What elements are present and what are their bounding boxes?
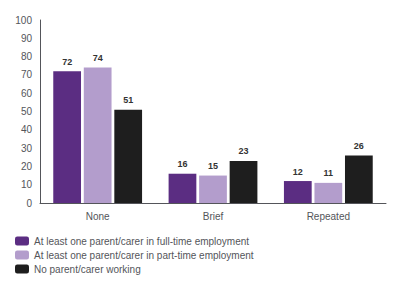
svg-text:0: 0 <box>26 198 32 209</box>
svg-text:23: 23 <box>239 146 249 156</box>
svg-text:Brief: Brief <box>203 211 224 222</box>
svg-text:50: 50 <box>21 106 33 117</box>
svg-text:Repeated: Repeated <box>307 211 350 222</box>
svg-text:None: None <box>86 211 110 222</box>
svg-text:15: 15 <box>208 161 218 171</box>
svg-text:51: 51 <box>123 95 133 105</box>
svg-text:74: 74 <box>93 53 103 63</box>
svg-text:20: 20 <box>21 161 33 172</box>
svg-text:10: 10 <box>21 179 33 190</box>
svg-text:At least one parent/carer in f: At least one parent/carer in full-time e… <box>34 236 249 247</box>
svg-text:16: 16 <box>177 159 187 169</box>
svg-text:11: 11 <box>324 168 334 178</box>
svg-text:100: 100 <box>15 15 32 26</box>
svg-text:60: 60 <box>21 88 33 99</box>
svg-text:26: 26 <box>354 141 364 151</box>
svg-text:At least one parent/carer in p: At least one parent/carer in part-time e… <box>34 250 254 261</box>
svg-text:72: 72 <box>62 57 72 67</box>
svg-text:80: 80 <box>21 51 33 62</box>
svg-text:12: 12 <box>293 167 303 177</box>
svg-text:40: 40 <box>21 124 33 135</box>
svg-text:No parent/carer working: No parent/carer working <box>34 264 141 275</box>
svg-text:30: 30 <box>21 143 33 154</box>
svg-text:70: 70 <box>21 69 33 80</box>
svg-text:90: 90 <box>21 33 33 44</box>
